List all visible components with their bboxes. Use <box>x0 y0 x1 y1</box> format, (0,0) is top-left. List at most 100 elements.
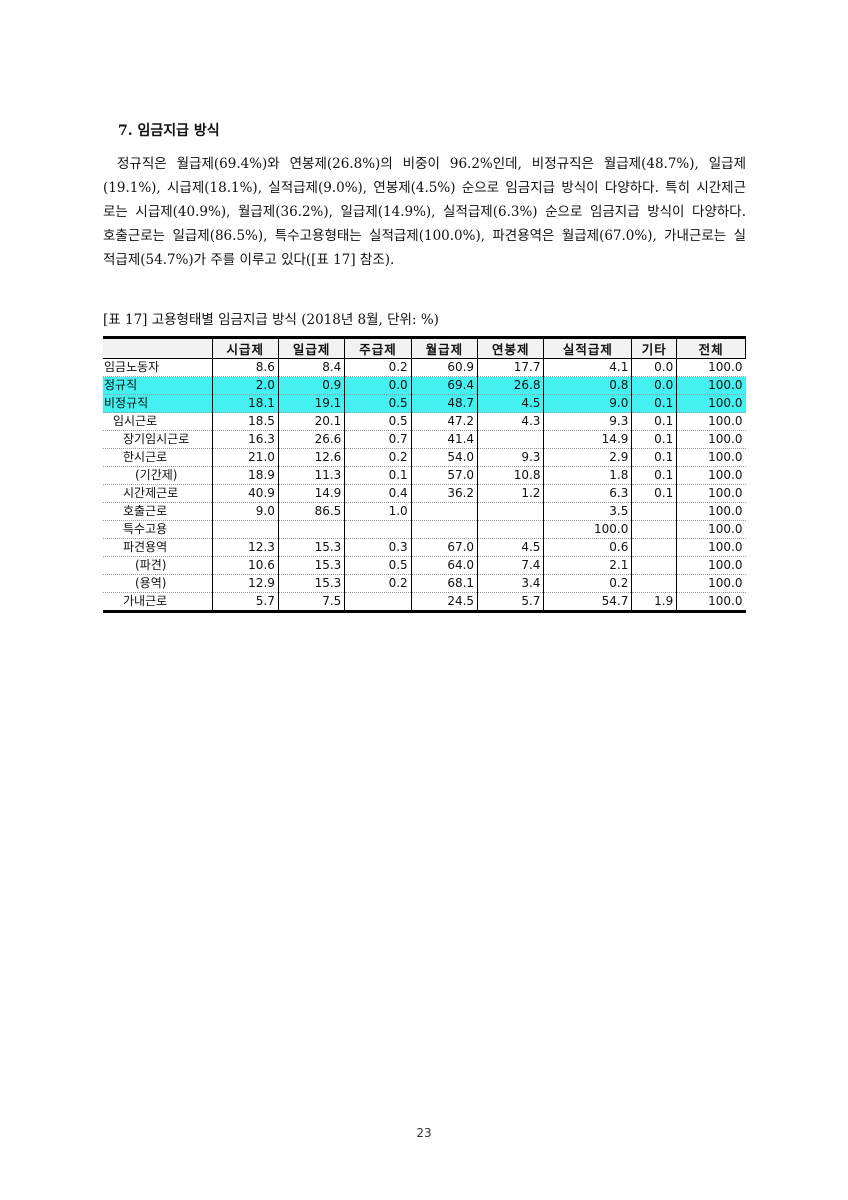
table-cell: 0.5 <box>344 412 412 431</box>
table-row: (파견) 10.6 15.3 0.5 64.0 7.4 2.1 100.0 <box>103 556 746 575</box>
table-cell: 5.7 <box>211 592 279 612</box>
table-cell: 15.3 <box>277 538 345 557</box>
column-header: 기타 <box>631 337 678 359</box>
table-cell: 3.5 <box>543 502 632 521</box>
table-cell: 2.0 <box>211 376 279 395</box>
table-cell: 24.5 <box>410 592 478 612</box>
table-cell: 0.0 <box>631 358 677 377</box>
table-cell: 0.0 <box>631 376 677 395</box>
table-cell <box>211 520 279 539</box>
table-row: 파견용역 12.3 15.3 0.3 67.0 4.5 0.6 100.0 <box>103 538 746 557</box>
table-caption: [표 17] 고용형태별 임금지급 방식 (2018년 8월, 단위: %) <box>103 312 439 328</box>
table-cell <box>631 556 677 575</box>
table-cell: 18.5 <box>211 412 279 431</box>
row-label: 장기임시근로 <box>103 430 212 449</box>
table-row: (기간제) 18.9 11.3 0.1 57.0 10.8 1.8 0.1 100.0 <box>103 466 746 485</box>
table-cell: 1.2 <box>477 484 544 503</box>
table-cell: 18.1 <box>211 394 279 413</box>
table-row: 정규직 2.0 0.9 0.0 69.4 26.8 0.8 0.0 100.0 <box>103 376 746 395</box>
table-cell: 9.0 <box>211 502 279 521</box>
table-cell: 100.0 <box>676 520 746 539</box>
table-cell: 0.7 <box>344 430 412 449</box>
table-cell: 12.6 <box>277 448 345 467</box>
table-row: 호출근로 9.0 86.5 1.0 3.5 100.0 <box>103 502 746 521</box>
table-cell <box>631 538 677 557</box>
table-cell: 5.7 <box>477 592 544 612</box>
table-cell: 0.1 <box>631 412 677 431</box>
table-cell: 100.0 <box>676 466 746 485</box>
table-cell: 0.2 <box>344 574 412 593</box>
table-cell: 14.9 <box>543 430 632 449</box>
column-header: 일급제 <box>277 337 346 359</box>
table-cell: 10.6 <box>211 556 279 575</box>
table-row: 임금노동자 8.6 8.4 0.2 60.9 17.7 4.1 0.0 100.0 <box>103 358 746 377</box>
table-cell: 9.3 <box>543 412 632 431</box>
table-cell: 4.1 <box>543 358 632 377</box>
row-label: 한시근로 <box>103 448 212 467</box>
body-paragraph: 정규직은 월급제(69.4%)와 연봉제(26.8%)의 비중이 96.2%인데… <box>103 152 746 272</box>
wage-payment-table: 시급제 일급제 주급제 월급제 연봉제 실적급제 기타 전체 임금노동자 8.6 8.4 0.2 60… <box>103 336 746 613</box>
paragraph-line: (19.1%), 시급제(18.1%), 실적급제(9.0%), 연봉제(4.5… <box>103 180 746 196</box>
table-cell: 2.1 <box>543 556 632 575</box>
table-cell: 0.1 <box>631 466 677 485</box>
section-heading: 7. 임금지급 방식 <box>118 123 220 139</box>
table-cell: 57.0 <box>410 466 478 485</box>
table-cell: 11.3 <box>277 466 345 485</box>
table-cell: 3.4 <box>477 574 544 593</box>
table-cell: 41.4 <box>410 430 478 449</box>
table-cell: 1.9 <box>631 592 677 612</box>
table-cell: 1.8 <box>543 466 632 485</box>
table-cell: 100.0 <box>676 592 746 612</box>
column-header: 월급제 <box>410 337 479 359</box>
table-cell: 100.0 <box>676 448 746 467</box>
table-cell <box>410 502 478 521</box>
table-row: 가내근로 5.7 7.5 24.5 5.7 54.7 1.9 100.0 <box>103 592 746 612</box>
paragraph-line: 로는 시급제(40.9%), 월급제(36.2%), 일급제(14.9%), 실… <box>103 204 746 220</box>
table-cell: 16.3 <box>211 430 279 449</box>
table-cell: 0.8 <box>543 376 632 395</box>
row-label: (기간제) <box>103 466 212 485</box>
table-cell: 26.6 <box>277 430 345 449</box>
row-label: 가내근로 <box>103 592 212 612</box>
table-cell: 64.0 <box>410 556 478 575</box>
table-cell: 0.2 <box>344 448 412 467</box>
table-cell: 0.1 <box>631 394 677 413</box>
row-label: 호출근로 <box>103 502 212 521</box>
table-cell: 26.8 <box>477 376 544 395</box>
table-cell: 68.1 <box>410 574 478 593</box>
table-cell: 54.0 <box>410 448 478 467</box>
table-cell: 100.0 <box>543 520 632 539</box>
row-label: 임금노동자 <box>103 358 212 377</box>
table-cell: 69.4 <box>410 376 478 395</box>
table-cell: 21.0 <box>211 448 279 467</box>
column-header: 실적급제 <box>543 337 633 359</box>
row-label: 임시근로 <box>103 412 212 431</box>
row-label: 비정규직 <box>103 394 212 413</box>
row-label: 파견용역 <box>103 538 212 557</box>
table-row: 비정규직 18.1 19.1 0.5 48.7 4.5 9.0 0.1 100.0 <box>103 394 746 413</box>
table-cell: 48.7 <box>410 394 478 413</box>
table-cell: 6.3 <box>543 484 632 503</box>
column-header: 주급제 <box>344 337 412 359</box>
table-row: 한시근로 21.0 12.6 0.2 54.0 9.3 2.9 0.1 100.0 <box>103 448 746 467</box>
table-cell: 4.3 <box>477 412 544 431</box>
table-cell <box>344 592 412 612</box>
table-cell <box>631 520 677 539</box>
paragraph-line: 정규직은 월급제(69.4%)와 연봉제(26.8%)의 비중이 96.2%인데… <box>117 156 746 172</box>
table-cell: 14.9 <box>277 484 345 503</box>
row-label: (용역) <box>103 574 212 593</box>
paragraph-line: 호출근로는 일급제(86.5%), 특수고용형태는 실적급제(100.0%), … <box>103 228 746 244</box>
row-label: 시간제근로 <box>103 484 212 503</box>
table-cell <box>477 520 544 539</box>
table-cell: 7.4 <box>477 556 544 575</box>
table-cell: 2.9 <box>543 448 632 467</box>
table-cell: 0.1 <box>631 448 677 467</box>
table-cell: 15.3 <box>277 556 345 575</box>
table-cell: 0.1 <box>631 430 677 449</box>
table-cell: 1.0 <box>344 502 412 521</box>
row-label: 정규직 <box>103 376 212 395</box>
table-cell: 9.0 <box>543 394 632 413</box>
column-header: 시급제 <box>211 337 279 359</box>
table-cell: 0.0 <box>344 376 412 395</box>
table-cell: 0.4 <box>344 484 412 503</box>
